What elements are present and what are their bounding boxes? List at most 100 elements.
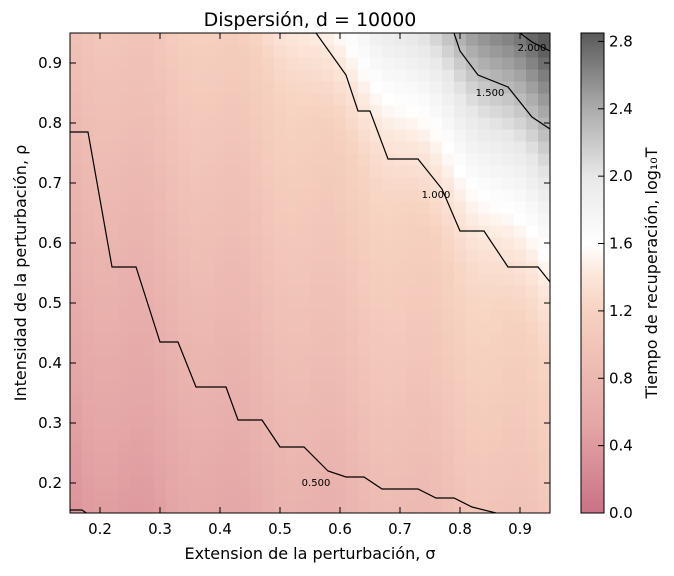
heatmap-cell bbox=[226, 333, 239, 346]
heatmap-cell bbox=[382, 381, 395, 394]
heatmap-cell bbox=[370, 357, 383, 370]
heatmap-cell bbox=[430, 453, 443, 466]
heatmap-cell bbox=[502, 165, 515, 178]
heatmap-cell bbox=[214, 105, 227, 118]
heatmap-cell bbox=[406, 261, 419, 274]
heatmap-cell bbox=[226, 501, 239, 513]
heatmap-cell bbox=[250, 81, 263, 94]
heatmap-cell bbox=[454, 441, 467, 454]
heatmap-cell bbox=[82, 441, 95, 454]
heatmap-cell bbox=[370, 237, 383, 250]
heatmap-cell bbox=[478, 297, 491, 310]
heatmap-cell bbox=[310, 429, 323, 442]
heatmap-cell bbox=[382, 453, 395, 466]
heatmap-cell bbox=[178, 165, 191, 178]
heatmap-cell bbox=[514, 165, 527, 178]
heatmap-cell bbox=[154, 129, 167, 142]
heatmap-cell bbox=[142, 405, 155, 418]
heatmap-cell bbox=[118, 153, 131, 166]
heatmap-cell bbox=[322, 477, 335, 490]
heatmap-cell bbox=[118, 177, 131, 190]
heatmap-cell bbox=[430, 501, 443, 513]
heatmap-cell bbox=[202, 153, 215, 166]
heatmap-cell bbox=[70, 117, 83, 130]
heatmap-cell bbox=[430, 105, 443, 118]
heatmap-cell bbox=[142, 129, 155, 142]
heatmap-cell bbox=[166, 177, 179, 190]
heatmap-cell bbox=[214, 453, 227, 466]
heatmap-cell bbox=[394, 273, 407, 286]
heatmap-cell bbox=[346, 357, 359, 370]
heatmap-cell bbox=[322, 81, 335, 94]
heatmap-cell bbox=[346, 213, 359, 226]
heatmap-cell bbox=[130, 345, 143, 358]
heatmap-cell bbox=[442, 249, 455, 262]
heatmap-cell bbox=[226, 417, 239, 430]
heatmap-cell bbox=[502, 369, 515, 382]
heatmap-cell bbox=[214, 93, 227, 106]
heatmap-cell bbox=[538, 33, 550, 46]
heatmap-cell bbox=[538, 321, 550, 334]
heatmap-cell bbox=[454, 381, 467, 394]
heatmap-cell bbox=[430, 141, 443, 154]
heatmap-cell bbox=[406, 225, 419, 238]
heatmap-cell bbox=[154, 369, 167, 382]
heatmap-cell bbox=[310, 273, 323, 286]
heatmap-cell bbox=[430, 189, 443, 202]
heatmap-cell bbox=[238, 417, 251, 430]
heatmap-cell bbox=[286, 369, 299, 382]
heatmap-cell bbox=[166, 141, 179, 154]
heatmap-cell bbox=[382, 105, 395, 118]
heatmap-cell bbox=[226, 57, 239, 70]
heatmap-cell bbox=[490, 429, 503, 442]
heatmap-cell bbox=[394, 333, 407, 346]
heatmap-cell bbox=[526, 429, 539, 442]
heatmap-cell bbox=[322, 93, 335, 106]
contour-line bbox=[280, 33, 550, 283]
heatmap-cell bbox=[214, 45, 227, 58]
heatmap-cell bbox=[154, 117, 167, 130]
y-axis-label: Intensidad de la perturbación, ρ bbox=[11, 145, 30, 402]
heatmap-cell bbox=[286, 417, 299, 430]
heatmap-cell bbox=[190, 333, 203, 346]
heatmap-cell bbox=[382, 129, 395, 142]
heatmap-cell bbox=[142, 153, 155, 166]
heatmap-cell bbox=[358, 417, 371, 430]
heatmap-cell bbox=[118, 165, 131, 178]
heatmap-cell bbox=[334, 117, 347, 130]
heatmap-cell bbox=[502, 405, 515, 418]
heatmap-cell bbox=[466, 33, 479, 46]
heatmap-cell bbox=[334, 201, 347, 214]
heatmap-cell bbox=[502, 345, 515, 358]
heatmap-cell bbox=[358, 393, 371, 406]
heatmap-cell bbox=[358, 249, 371, 262]
heatmap-cell bbox=[358, 165, 371, 178]
heatmap-cell bbox=[190, 201, 203, 214]
heatmap-cell bbox=[526, 489, 539, 502]
heatmap-cell bbox=[394, 309, 407, 322]
heatmap-cell bbox=[514, 345, 527, 358]
heatmap-cell bbox=[166, 81, 179, 94]
heatmap-cell bbox=[466, 105, 479, 118]
heatmap-cell bbox=[418, 213, 431, 226]
heatmap-cell bbox=[310, 489, 323, 502]
heatmap-cell bbox=[190, 189, 203, 202]
heatmap-cell bbox=[214, 345, 227, 358]
heatmap-cell bbox=[250, 285, 263, 298]
heatmap-cell bbox=[286, 81, 299, 94]
heatmap-cell bbox=[322, 429, 335, 442]
heatmap-cell bbox=[526, 441, 539, 454]
heatmap-cell bbox=[106, 477, 119, 490]
heatmap-cell bbox=[346, 345, 359, 358]
heatmap-cell bbox=[238, 453, 251, 466]
heatmap-cell bbox=[262, 249, 275, 262]
heatmap-cell bbox=[406, 381, 419, 394]
heatmap-cell bbox=[166, 33, 179, 46]
heatmap-cell bbox=[526, 297, 539, 310]
heatmap-cell bbox=[94, 297, 107, 310]
heatmap-cell bbox=[190, 141, 203, 154]
heatmap-cell bbox=[526, 225, 539, 238]
heatmap-cell bbox=[430, 129, 443, 142]
heatmap-cell bbox=[346, 429, 359, 442]
heatmap-cell bbox=[310, 501, 323, 513]
